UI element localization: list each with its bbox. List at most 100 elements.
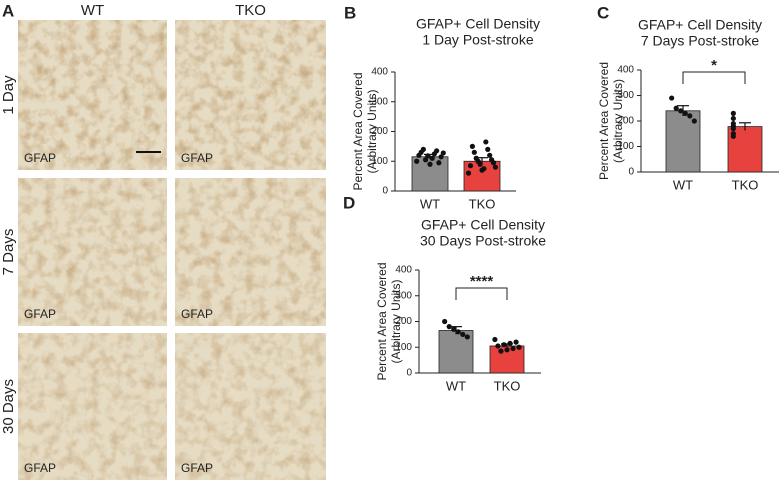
y-tick-label: 400 (371, 67, 388, 78)
panel-label: B (344, 3, 356, 22)
y-tick-label: 400 (395, 265, 412, 276)
significance-label: **** (470, 273, 494, 290)
data-point (516, 344, 522, 350)
data-point (420, 146, 426, 152)
y-tick-label: 0 (628, 167, 634, 178)
data-point (495, 343, 501, 349)
y-tick-label: 300 (395, 290, 412, 301)
data-point (510, 345, 516, 352)
micrograph (175, 178, 326, 326)
significance-label: * (711, 57, 717, 74)
data-point (487, 152, 493, 158)
chart-subtitle: 7 Days Post-stroke (641, 33, 759, 49)
y-axis-label: (Arbitrary Units) (611, 79, 625, 163)
chart-title: GFAP+ Cell Density (421, 217, 545, 233)
micrograph (175, 333, 326, 480)
data-point (434, 148, 440, 154)
y-axis-label: Percent Area Covered (375, 262, 389, 380)
micrograph (175, 20, 326, 170)
x-tick-label: WT (420, 196, 440, 211)
data-point (673, 105, 679, 111)
bar (727, 126, 763, 173)
chart-title: GFAP+ Cell Density (416, 16, 540, 32)
data-point (473, 155, 479, 161)
data-point (464, 334, 470, 340)
y-tick-label: 100 (395, 342, 412, 353)
data-point (492, 336, 498, 343)
y-tick-label: 200 (395, 316, 412, 327)
data-point (730, 126, 736, 132)
data-point (467, 163, 474, 169)
x-tick-label: TKO (469, 196, 496, 211)
data-point (442, 318, 448, 325)
row-label: 1 Day (0, 75, 17, 115)
data-point (414, 158, 420, 164)
data-point (465, 170, 472, 176)
y-tick-label: 200 (617, 116, 634, 127)
data-point (507, 340, 513, 346)
stain-label: GFAP (24, 151, 56, 165)
data-point (678, 108, 684, 114)
y-tick-label: 300 (617, 90, 634, 101)
data-point (485, 146, 491, 152)
data-point (513, 339, 519, 345)
stain-label: GFAP (24, 307, 56, 321)
data-point (471, 149, 477, 155)
y-axis-label: (Arbitrary Units) (365, 89, 379, 173)
y-tick-label: 300 (371, 96, 388, 107)
data-point (429, 155, 435, 161)
data-point (669, 95, 675, 101)
stain-label: GFAP (181, 461, 213, 475)
stain-label: GFAP (181, 151, 213, 165)
y-tick-label: 200 (371, 126, 388, 137)
column-label: WT (81, 2, 104, 19)
chart-subtitle: 30 Days Post-stroke (420, 233, 546, 249)
panel-label: C (597, 3, 609, 22)
row-label: 7 Days (0, 229, 17, 276)
data-point (691, 118, 697, 124)
data-point (730, 115, 736, 122)
stain-label: GFAP (24, 461, 56, 475)
data-point (455, 329, 461, 335)
stain-label: GFAP (181, 307, 213, 321)
row-label: 30 Days (0, 379, 17, 434)
data-point (492, 164, 499, 170)
chart-subtitle: 1 Day Post-stroke (422, 32, 533, 48)
y-axis-label: (Arbitrary Units) (389, 279, 403, 363)
data-point (469, 143, 475, 149)
data-point (730, 133, 736, 139)
data-point (504, 347, 510, 353)
micrograph (18, 178, 167, 326)
data-point (687, 113, 693, 119)
x-tick-label: TKO (494, 378, 521, 393)
data-point (481, 166, 487, 172)
y-axis-label: Percent Area Covered (597, 62, 611, 180)
data-point (460, 331, 466, 337)
x-tick-label: TKO (732, 177, 759, 192)
y-tick-label: 0 (382, 186, 388, 197)
panel-label: A (2, 1, 14, 20)
data-point (427, 161, 433, 167)
data-point (440, 150, 446, 156)
data-point (489, 157, 495, 163)
data-point (451, 326, 457, 332)
panel-label: D (343, 193, 355, 212)
data-point (438, 154, 444, 160)
x-tick-label: WT (446, 378, 466, 393)
y-tick-label: 400 (617, 65, 634, 76)
data-point (730, 110, 736, 116)
chart-title: GFAP+ Cell Density (638, 17, 762, 33)
data-point (682, 110, 688, 116)
data-point (483, 139, 489, 145)
data-point (498, 348, 504, 354)
y-tick-label: 100 (617, 141, 634, 152)
y-tick-label: 100 (371, 156, 388, 167)
y-tick-label: 0 (406, 368, 412, 379)
data-point (446, 324, 452, 330)
data-point (501, 342, 507, 348)
data-point (422, 157, 429, 163)
significance-bracket (455, 287, 508, 300)
significance-bracket (682, 71, 746, 84)
y-axis-label: Percent Area Covered (351, 72, 365, 190)
